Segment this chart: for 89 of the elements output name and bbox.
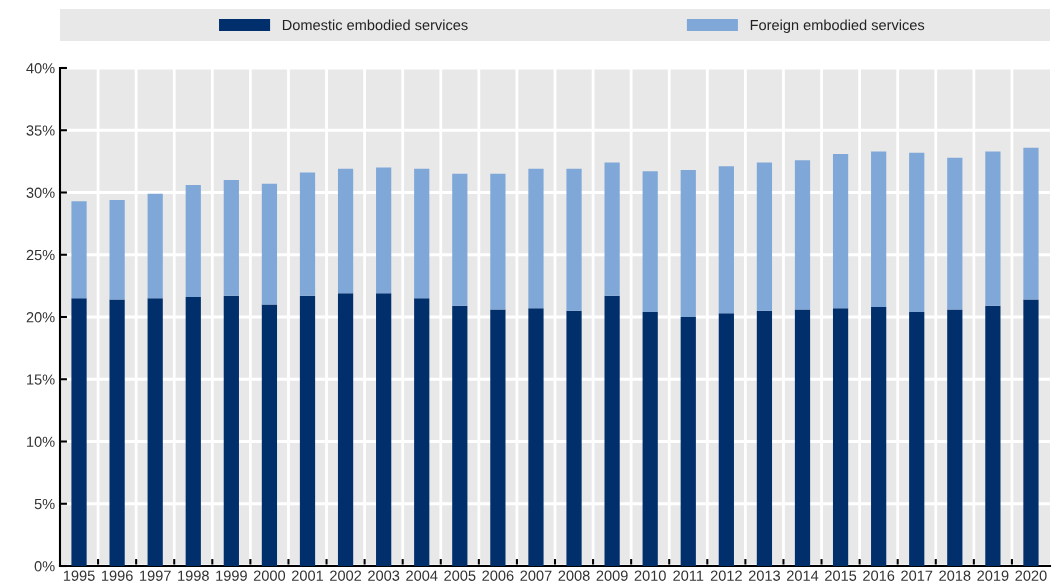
bar [147,193,163,299]
bar [756,162,773,311]
y-tick-label: 40% [26,63,55,74]
bar [985,305,1001,566]
x-tick-label: 2013 [748,570,780,581]
bar [985,151,1001,306]
x-tick-label: 2001 [292,570,324,581]
x-tick-label: 2016 [863,570,895,581]
bar [337,293,354,566]
x-tick-label: 2011 [673,570,704,581]
bar [947,309,963,566]
x-tick-label: 2018 [939,570,971,581]
x-tick-label: 2012 [710,570,742,581]
x-tick-label: 1999 [216,570,247,581]
bar [566,168,582,311]
x-tick-label: 2002 [330,570,362,581]
bar [947,157,963,310]
x-tick-label: 1998 [178,570,209,581]
bar [261,183,278,305]
bar [71,201,87,299]
bar [452,305,468,566]
bar [299,172,316,296]
x-tick-label: 2007 [520,570,552,581]
x-tick-label: 2008 [558,570,590,581]
bar [299,295,316,566]
bar [718,166,734,314]
y-tick-label: 10% [27,436,55,447]
bar [756,310,773,566]
bar [680,170,696,317]
bar [71,298,87,566]
bar [604,295,620,566]
x-tick-label: 1995 [63,570,95,581]
bar [376,293,392,566]
bar [1023,147,1039,300]
bar [490,173,506,310]
bar [794,309,811,566]
bar [871,307,887,566]
bar [337,168,354,294]
bar [528,308,544,566]
x-tick-label: 2015 [825,570,857,581]
x-tick-label: 2003 [368,570,400,581]
x-tick-label: 2017 [901,570,933,581]
y-tick-label: 25% [26,249,55,261]
y-tick-label: 0% [34,561,55,572]
bar [223,180,239,296]
x-tick-label: 2019 [977,570,1009,581]
y-tick-label: 30% [26,187,55,198]
bar [261,304,278,566]
bar [909,152,925,313]
bar [1023,299,1039,566]
bar [718,313,734,566]
bar [414,168,430,299]
bar [376,167,392,294]
bar [490,309,506,566]
bar [794,160,811,310]
x-tick-label: 2020 [1015,570,1047,581]
legend-label: Foreign embodied services [750,19,925,34]
bar [147,298,163,566]
bar [109,299,125,566]
y-tick-label: 15% [27,374,55,385]
bar [680,317,696,566]
x-tick-label: 2006 [482,570,514,581]
bar [185,297,201,566]
y-tick-label: 5% [34,498,55,510]
bar [871,151,887,308]
x-tick-label: 2014 [787,570,819,581]
bar [642,171,658,313]
bar [832,153,849,309]
x-tick-label: 1997 [140,570,171,581]
bar [452,173,468,306]
legend-label: Domestic embodied services [282,19,468,31]
x-tick-label: 2005 [444,570,476,581]
x-tick-label: 1996 [102,570,133,581]
bar [223,295,239,566]
bar [566,310,582,566]
bar [604,162,620,296]
x-tick-label: 2009 [596,570,628,581]
bar [909,312,925,566]
bar [642,312,658,566]
x-tick-label: 2010 [634,570,666,581]
y-tick-label: 20% [26,312,55,323]
bar [414,298,430,566]
x-tick-label: 2000 [253,570,286,581]
bar [185,185,201,298]
bar [528,168,544,309]
y-tick-label: 35% [26,125,55,136]
bar [109,199,125,300]
bar [832,308,849,566]
x-tick-label: 2004 [406,570,438,581]
